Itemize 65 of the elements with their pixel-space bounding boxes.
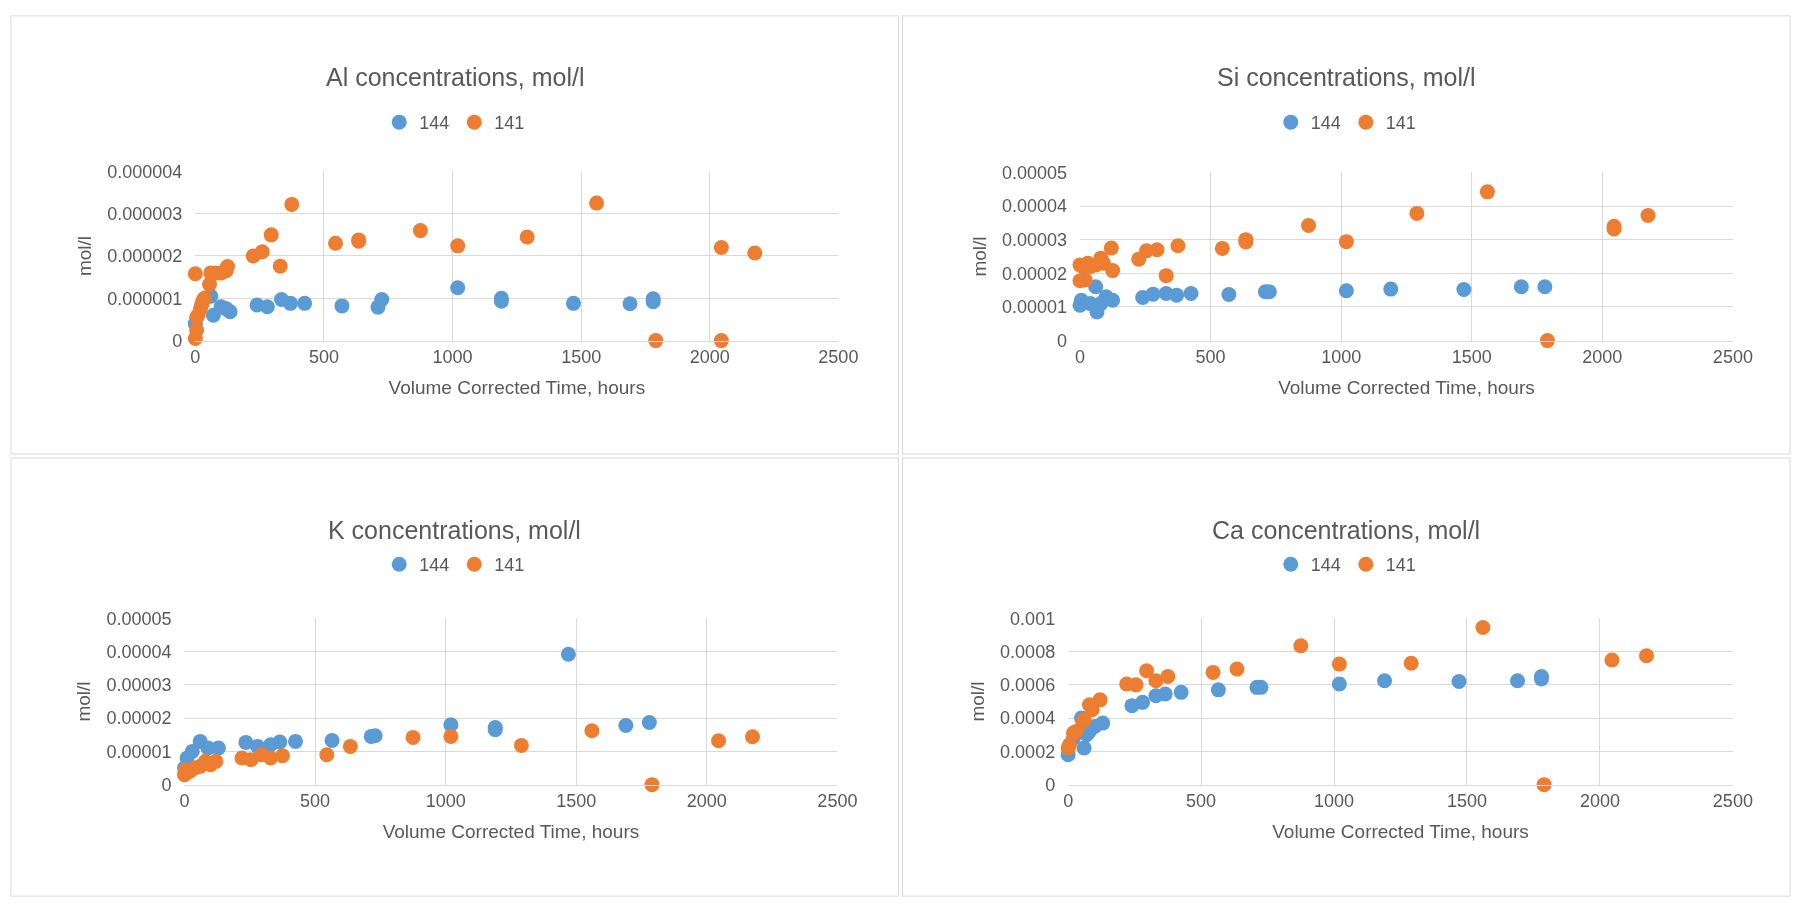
y-tick-label: 0.00002 — [1001, 263, 1067, 284]
y-tick-label: 0.000002 — [107, 246, 183, 267]
legend-label: 141 — [1385, 555, 1416, 576]
x-axis-title: Volume Corrected Time, hours — [388, 376, 646, 398]
legend-label: 144 — [1310, 113, 1341, 134]
x-axis-title: Volume Corrected Time, hours — [382, 821, 640, 843]
y-tick-label: 0.00001 — [106, 741, 172, 762]
y-tick-label: 0.00001 — [1001, 297, 1067, 318]
x-tick-label: 500 — [300, 791, 331, 812]
y-tick-label: 0.00005 — [1001, 162, 1067, 183]
chart-title: K concentrations, mol/l — [328, 516, 581, 544]
x-tick-label: 2000 — [1582, 347, 1623, 368]
x-tick-label: 0 — [190, 347, 201, 368]
chart-title: Ca concentrations, mol/l — [1212, 516, 1481, 544]
y-axis-title: mol/l — [73, 681, 95, 722]
y-tick-label: 0.000001 — [107, 288, 183, 309]
y-axis-title: mol/l — [966, 681, 988, 722]
y-tick-label: 0.000003 — [107, 203, 183, 224]
x-tick-label: 2000 — [689, 347, 730, 368]
x-tick-label: 1000 — [432, 347, 473, 368]
y-tick-label: 0.0006 — [1000, 675, 1056, 696]
x-axis-title: Volume Corrected Time, hours — [1272, 821, 1529, 843]
x-tick-label: 2500 — [1712, 791, 1753, 812]
x-tick-label: 1000 — [425, 791, 466, 812]
x-tick-label: 1500 — [561, 347, 602, 368]
y-tick-label: 0.00004 — [106, 641, 172, 662]
chart-title: Si concentrations, mol/l — [1217, 63, 1476, 91]
x-tick-label: 500 — [308, 347, 339, 368]
y-tick-label: 0.00005 — [106, 608, 172, 629]
x-tick-label: 1500 — [556, 791, 597, 812]
y-axis-title: mol/l — [74, 235, 96, 277]
y-tick-label: 0.0008 — [1000, 641, 1056, 662]
y-tick-label: 0.0002 — [1000, 741, 1056, 762]
y-tick-label: 0.00003 — [1001, 229, 1067, 250]
x-axis-title: Volume Corrected Time, hours — [1278, 376, 1535, 398]
legend-label: 144 — [419, 113, 450, 134]
x-tick-label: 2500 — [818, 347, 859, 368]
legend-label: 144 — [1310, 555, 1341, 576]
x-tick-label: 2000 — [1579, 791, 1620, 812]
x-tick-label: 2500 — [817, 791, 858, 812]
y-tick-label: 0.0004 — [1000, 708, 1056, 729]
y-axis-title: mol/l — [968, 236, 990, 277]
y-tick-label: 0.001 — [1010, 608, 1056, 629]
x-tick-label: 500 — [1195, 347, 1226, 368]
y-tick-label: 0 — [161, 774, 172, 795]
legend-label: 141 — [494, 555, 525, 576]
x-tick-label: 1500 — [1446, 791, 1488, 812]
x-tick-label: 1000 — [1321, 347, 1362, 368]
y-tick-label: 0.00003 — [106, 675, 172, 696]
x-tick-label: 0 — [1074, 347, 1085, 368]
chart-title: Al concentrations, mol/l — [326, 63, 585, 91]
y-tick-label: 0.00002 — [106, 708, 172, 729]
x-tick-label: 1500 — [1451, 347, 1492, 368]
y-tick-label: 0 — [1045, 774, 1056, 795]
y-tick-label: 0.000004 — [107, 161, 183, 182]
legend-label: 141 — [1385, 113, 1416, 134]
y-tick-label: 0.00004 — [1001, 196, 1067, 217]
x-tick-label: 2500 — [1712, 347, 1753, 368]
legend-label: 141 — [494, 113, 525, 134]
y-tick-label: 0 — [172, 330, 183, 351]
x-tick-label: 500 — [1186, 791, 1217, 812]
x-tick-label: 1000 — [1314, 791, 1355, 812]
legend-label: 144 — [419, 555, 450, 576]
y-tick-label: 0 — [1056, 330, 1067, 351]
x-tick-label: 2000 — [686, 791, 727, 812]
